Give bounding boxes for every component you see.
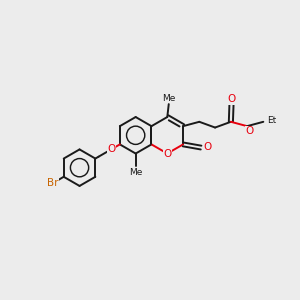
Text: O: O: [107, 144, 115, 154]
Text: Me: Me: [162, 94, 175, 103]
Text: O: O: [245, 126, 253, 136]
Text: O: O: [227, 94, 236, 104]
Text: Et: Et: [267, 116, 276, 125]
Text: Me: Me: [129, 168, 142, 177]
Text: O: O: [203, 142, 212, 152]
Text: Br: Br: [46, 178, 58, 188]
Text: O: O: [164, 149, 172, 159]
